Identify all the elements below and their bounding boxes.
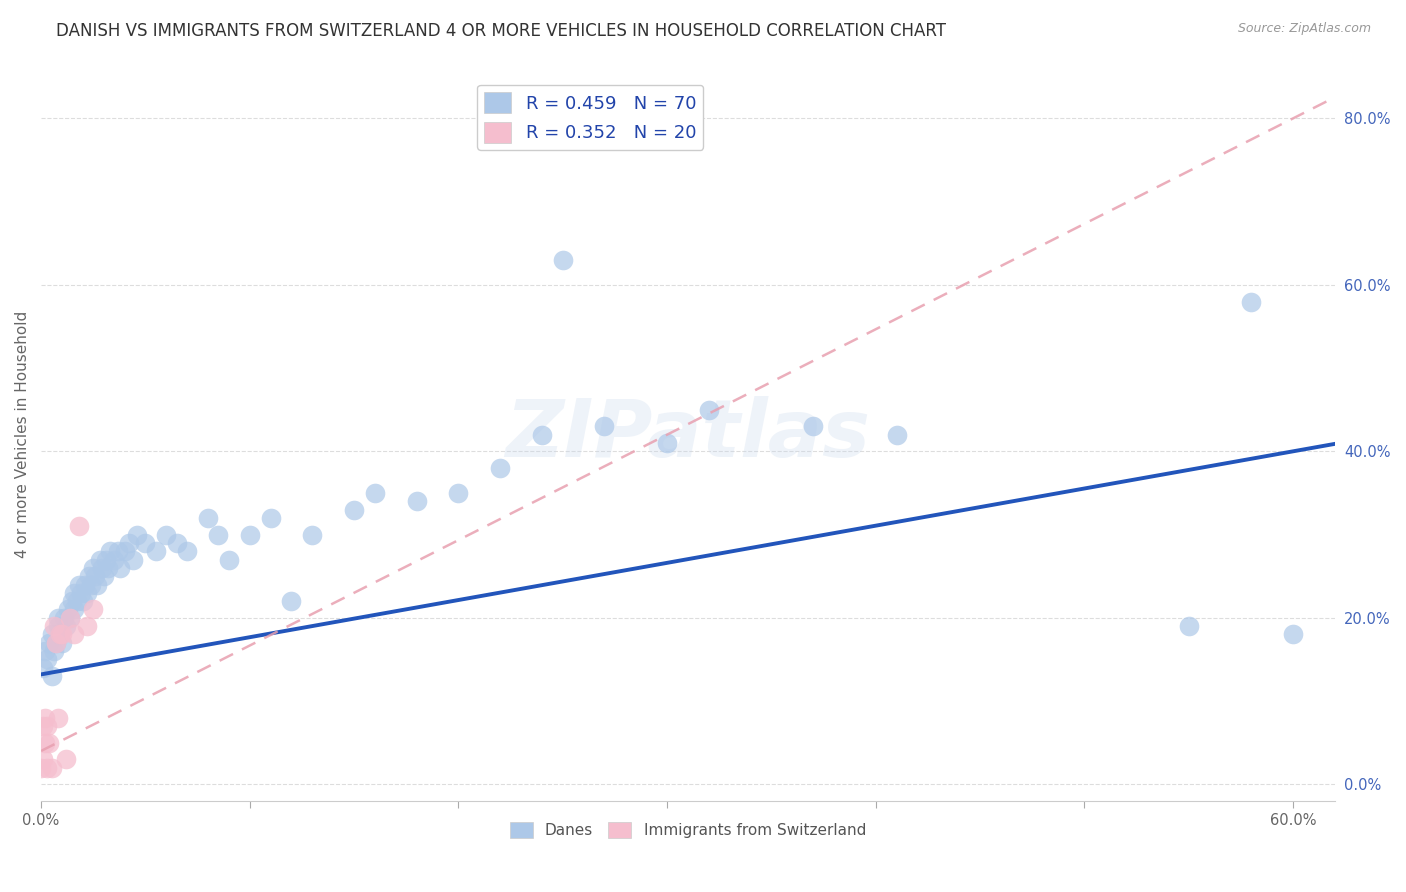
Point — [89, 552, 111, 566]
Point — [41, 669, 63, 683]
Point — [72, 594, 94, 608]
Point — [90, 561, 112, 575]
Y-axis label: 4 or more Vehicles in Household: 4 or more Vehicles in Household — [15, 311, 30, 558]
Point — [176, 544, 198, 558]
Point — [343, 502, 366, 516]
Point — [46, 619, 69, 633]
Point — [134, 536, 156, 550]
Point — [530, 427, 553, 442]
Point — [122, 552, 145, 566]
Point — [82, 602, 104, 616]
Point — [107, 544, 129, 558]
Point — [46, 711, 69, 725]
Point — [53, 611, 76, 625]
Point — [655, 436, 678, 450]
Point — [259, 511, 281, 525]
Point — [51, 636, 73, 650]
Point — [65, 594, 87, 608]
Point — [94, 552, 117, 566]
Point — [32, 661, 55, 675]
Point — [239, 527, 262, 541]
Point — [42, 619, 65, 633]
Point — [37, 761, 59, 775]
Point — [84, 569, 107, 583]
Point — [77, 569, 100, 583]
Point — [55, 752, 77, 766]
Point — [34, 736, 56, 750]
Point — [145, 544, 167, 558]
Point — [45, 636, 67, 650]
Point — [97, 561, 120, 575]
Point — [34, 711, 56, 725]
Point — [697, 402, 720, 417]
Point — [34, 644, 56, 658]
Point — [30, 761, 52, 775]
Point — [155, 527, 177, 541]
Point — [49, 627, 72, 641]
Point — [364, 486, 387, 500]
Point — [280, 594, 302, 608]
Point — [55, 619, 77, 633]
Point — [73, 577, 96, 591]
Point — [218, 552, 240, 566]
Point — [82, 561, 104, 575]
Point — [37, 652, 59, 666]
Text: Source: ZipAtlas.com: Source: ZipAtlas.com — [1237, 22, 1371, 36]
Point — [86, 577, 108, 591]
Point — [110, 561, 132, 575]
Point — [405, 494, 427, 508]
Point — [125, 527, 148, 541]
Point — [1282, 627, 1305, 641]
Point — [76, 586, 98, 600]
Point — [801, 419, 824, 434]
Text: ZIPatlas: ZIPatlas — [505, 396, 870, 474]
Point — [32, 752, 55, 766]
Point — [80, 577, 103, 591]
Point — [489, 461, 512, 475]
Point — [46, 611, 69, 625]
Point — [301, 527, 323, 541]
Legend: Danes, Immigrants from Switzerland: Danes, Immigrants from Switzerland — [503, 816, 872, 845]
Point — [38, 736, 60, 750]
Point — [593, 419, 616, 434]
Point — [98, 544, 121, 558]
Point — [60, 594, 83, 608]
Point — [67, 519, 90, 533]
Point — [197, 511, 219, 525]
Point — [59, 611, 82, 625]
Point — [32, 719, 55, 733]
Point — [69, 586, 91, 600]
Point — [45, 636, 67, 650]
Point — [886, 427, 908, 442]
Point — [114, 544, 136, 558]
Point — [93, 569, 115, 583]
Point — [207, 527, 229, 541]
Point — [76, 619, 98, 633]
Point — [103, 552, 125, 566]
Point — [118, 536, 141, 550]
Point — [67, 577, 90, 591]
Point — [63, 602, 86, 616]
Point — [41, 761, 63, 775]
Point — [51, 627, 73, 641]
Point — [42, 644, 65, 658]
Point — [166, 536, 188, 550]
Point — [59, 611, 82, 625]
Point — [1177, 619, 1199, 633]
Point — [38, 636, 60, 650]
Point — [37, 719, 59, 733]
Point — [58, 602, 80, 616]
Point — [63, 586, 86, 600]
Text: DANISH VS IMMIGRANTS FROM SWITZERLAND 4 OR MORE VEHICLES IN HOUSEHOLD CORRELATIO: DANISH VS IMMIGRANTS FROM SWITZERLAND 4 … — [56, 22, 946, 40]
Point — [1240, 294, 1263, 309]
Point — [63, 627, 86, 641]
Point — [447, 486, 470, 500]
Point — [49, 627, 72, 641]
Point — [551, 252, 574, 267]
Point — [41, 627, 63, 641]
